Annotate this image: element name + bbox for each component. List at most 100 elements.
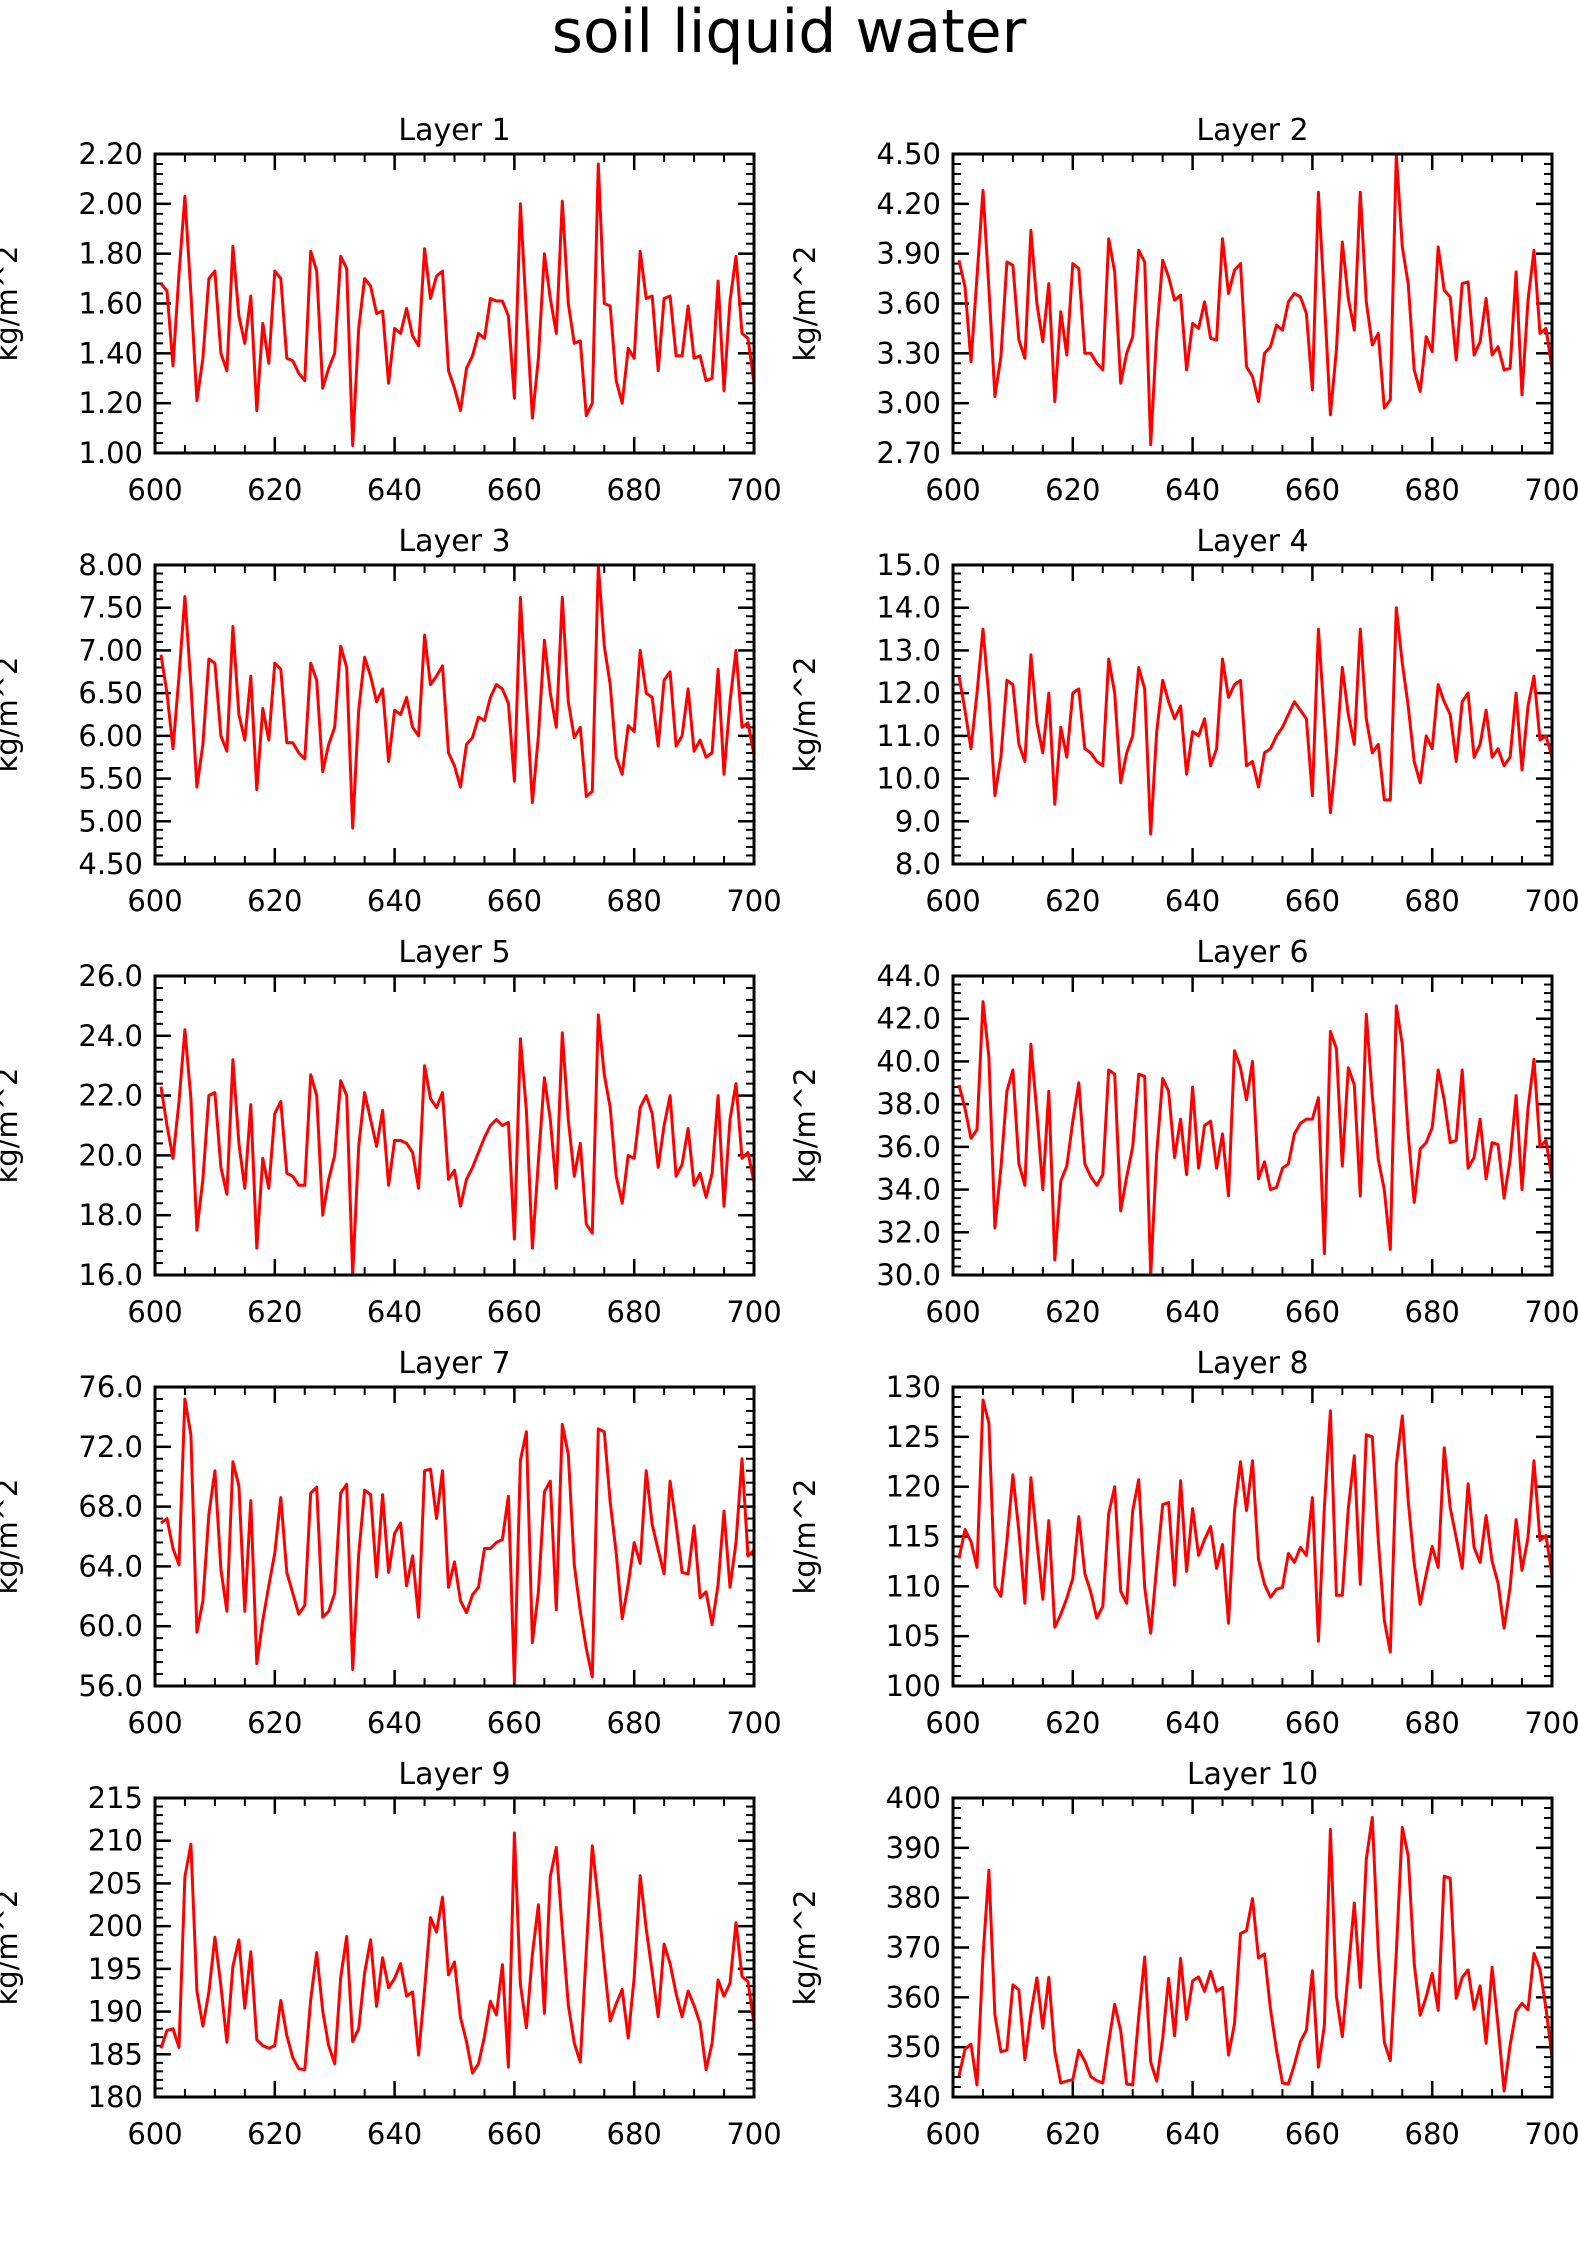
figure-title: soil liquid water (552, 0, 1027, 67)
panel-layer-6: Layer 6 kg/m^2 30.0 32.0 34.0 36.0 38.0 40.0 42.… (788, 935, 1578, 1329)
y-tick-label: 210 (88, 1824, 143, 1858)
y-tick-label: 3.90 (876, 237, 941, 271)
x-tick-label: 600 (127, 884, 182, 918)
plot-frame (153, 563, 756, 866)
series-line (160, 1397, 756, 1683)
y-tick-label: 1.40 (78, 336, 143, 370)
y-tick-label: 1.20 (78, 386, 143, 420)
y-tick-label: 34.0 (876, 1173, 941, 1207)
x-tick-label: 680 (1405, 2117, 1460, 2151)
panel-title: Layer 5 (398, 935, 510, 970)
y-tick-label: 7.00 (78, 633, 143, 667)
y-tick-label: 72.0 (78, 1430, 143, 1464)
panel-title: Layer 1 (398, 113, 510, 148)
y-tick-label: 24.0 (78, 1019, 143, 1053)
x-tick-label: 700 (1524, 2117, 1578, 2151)
plot-frame (951, 152, 1554, 455)
y-tick-label: 76.0 (78, 1370, 143, 1404)
y-tick-label: 56.0 (78, 1669, 143, 1703)
y-tick-label: 38.0 (876, 1087, 941, 1121)
panel-title: Layer 3 (398, 524, 510, 559)
y-tick-label: 15.0 (876, 548, 941, 582)
y-axis-label: kg/m^2 (0, 246, 24, 362)
x-tick-label: 600 (925, 2117, 980, 2151)
panel-layer-10: Layer 10 kg/m^2 340 350 360 370 380 390 400 600 62… (788, 1757, 1578, 2151)
y-tick-label: 22.0 (78, 1079, 143, 1113)
x-tick-label: 640 (1165, 884, 1220, 918)
x-tick-label: 640 (1165, 473, 1220, 507)
x-tick-label: 600 (127, 1706, 182, 1740)
y-tick-label: 400 (886, 1781, 941, 1815)
y-axis-label: kg/m^2 (0, 1479, 24, 1595)
x-tick-label: 620 (247, 1706, 302, 1740)
x-tick-label: 700 (726, 1295, 781, 1329)
y-tick-label: 205 (88, 1866, 143, 1900)
x-tick-label: 660 (487, 473, 542, 507)
y-tick-label: 2.20 (78, 137, 143, 171)
y-tick-label: 8.00 (78, 548, 143, 582)
panel-layer-3: Layer 3 kg/m^2 4.50 5.00 5.50 6.00 6.50 7.00 7.5… (0, 524, 782, 918)
y-tick-label: 350 (886, 2030, 941, 2064)
x-tick-label: 620 (247, 2117, 302, 2151)
y-axis-label: kg/m^2 (0, 657, 24, 773)
y-tick-label: 2.70 (876, 436, 941, 470)
y-tick-label: 195 (88, 1952, 143, 1986)
x-tick-label: 700 (1524, 1295, 1578, 1329)
panel-layer-2: Layer 2 kg/m^2 2.70 3.00 3.30 3.60 3.90 4.20 4.5… (788, 113, 1578, 507)
x-tick-label: 640 (1165, 1295, 1220, 1329)
panel-layer-9: Layer 9 kg/m^2 180 185 190 195 200 205 210 215 600… (0, 1757, 782, 2151)
x-tick-label: 700 (726, 473, 781, 507)
x-tick-label: 620 (1045, 2117, 1100, 2151)
y-tick-label: 1.80 (78, 237, 143, 271)
x-tick-label: 660 (487, 1706, 542, 1740)
y-tick-label: 20.0 (78, 1138, 143, 1172)
x-tick-label: 640 (367, 2117, 422, 2151)
x-tick-label: 640 (367, 473, 422, 507)
x-tick-label: 600 (925, 884, 980, 918)
panels-container: Layer 1 kg/m^2 1.00 1.20 1.40 1.60 1.80 2.00 2.2… (0, 113, 1578, 2151)
x-tick-label: 680 (607, 473, 662, 507)
y-tick-label: 5.50 (78, 762, 143, 796)
x-tick-label: 680 (607, 1295, 662, 1329)
y-tick-label: 185 (88, 2037, 143, 2071)
x-tick-label: 700 (1524, 1706, 1578, 1740)
y-tick-label: 11.0 (876, 719, 941, 753)
y-tick-label: 4.50 (876, 137, 941, 171)
y-tick-label: 44.0 (876, 959, 941, 993)
y-tick-label: 370 (886, 1931, 941, 1965)
y-tick-label: 30.0 (876, 1258, 941, 1292)
y-tick-label: 190 (88, 1995, 143, 2029)
x-tick-label: 660 (1285, 473, 1340, 507)
x-tick-label: 700 (726, 2117, 781, 2151)
series-line (957, 1815, 1554, 2093)
y-tick-label: 68.0 (78, 1490, 143, 1524)
y-tick-label: 42.0 (876, 1002, 941, 1036)
x-tick-label: 600 (127, 473, 182, 507)
x-tick-label: 680 (607, 1706, 662, 1740)
series-line (159, 563, 756, 830)
x-tick-label: 660 (1285, 1295, 1340, 1329)
y-tick-label: 4.20 (876, 187, 941, 221)
plot-frame (153, 152, 756, 455)
x-tick-label: 620 (1045, 1706, 1100, 1740)
y-tick-label: 215 (88, 1781, 143, 1815)
y-tick-label: 360 (886, 1980, 941, 2014)
x-tick-label: 700 (726, 884, 781, 918)
x-tick-label: 660 (487, 2117, 542, 2151)
y-tick-label: 14.0 (876, 591, 941, 625)
plot-frame (153, 1796, 756, 2099)
y-tick-label: 100 (886, 1669, 941, 1703)
y-axis-label: kg/m^2 (788, 1068, 822, 1184)
panel-layer-1: Layer 1 kg/m^2 1.00 1.20 1.40 1.60 1.80 2.00 2.2… (0, 113, 782, 507)
x-tick-label: 680 (607, 2117, 662, 2151)
x-tick-label: 640 (367, 884, 422, 918)
y-axis-label: kg/m^2 (788, 246, 822, 362)
plot-frame (153, 974, 756, 1277)
y-tick-label: 16.0 (78, 1258, 143, 1292)
y-tick-label: 2.00 (78, 187, 143, 221)
x-tick-label: 700 (1524, 884, 1578, 918)
y-tick-label: 180 (88, 2080, 143, 2114)
x-tick-label: 700 (726, 1706, 781, 1740)
panel-title: Layer 8 (1196, 1346, 1308, 1381)
